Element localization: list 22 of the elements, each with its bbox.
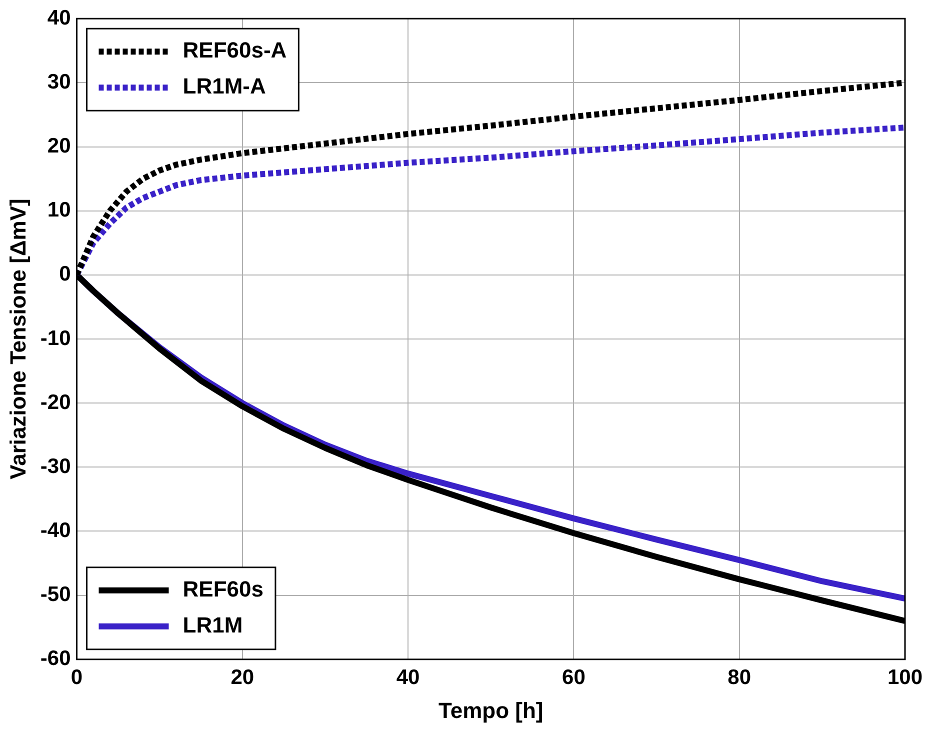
legend-label: LR1M: [182, 612, 243, 638]
y-tick-label: 0: [59, 262, 71, 286]
y-tick-label: 40: [47, 6, 71, 30]
y-tick-label: -50: [40, 583, 71, 606]
legend-label: LR1M-A: [182, 74, 266, 99]
y-tick-label: -60: [40, 647, 71, 670]
legend-label: REF60s: [182, 576, 264, 602]
x-axis-title: Tempo [h]: [438, 698, 544, 723]
legend-label: REF60s-A: [182, 38, 287, 63]
y-tick-label: 10: [47, 198, 71, 222]
x-tick-label: 20: [230, 666, 254, 689]
y-tick-label: -40: [40, 519, 71, 542]
y-axis-title: Variazione Tensione [ΔmV]: [5, 198, 30, 480]
x-tick-label: 60: [562, 666, 586, 689]
x-tick-label: 80: [728, 666, 752, 689]
x-tick-label: 100: [887, 666, 923, 689]
y-tick-label: 30: [47, 70, 71, 94]
y-tick-label: -30: [40, 454, 71, 478]
y-tick-label: -10: [40, 326, 71, 350]
y-tick-label: 20: [47, 134, 71, 158]
x-tick-label: 40: [396, 666, 420, 689]
y-tick-label: -20: [40, 390, 71, 414]
